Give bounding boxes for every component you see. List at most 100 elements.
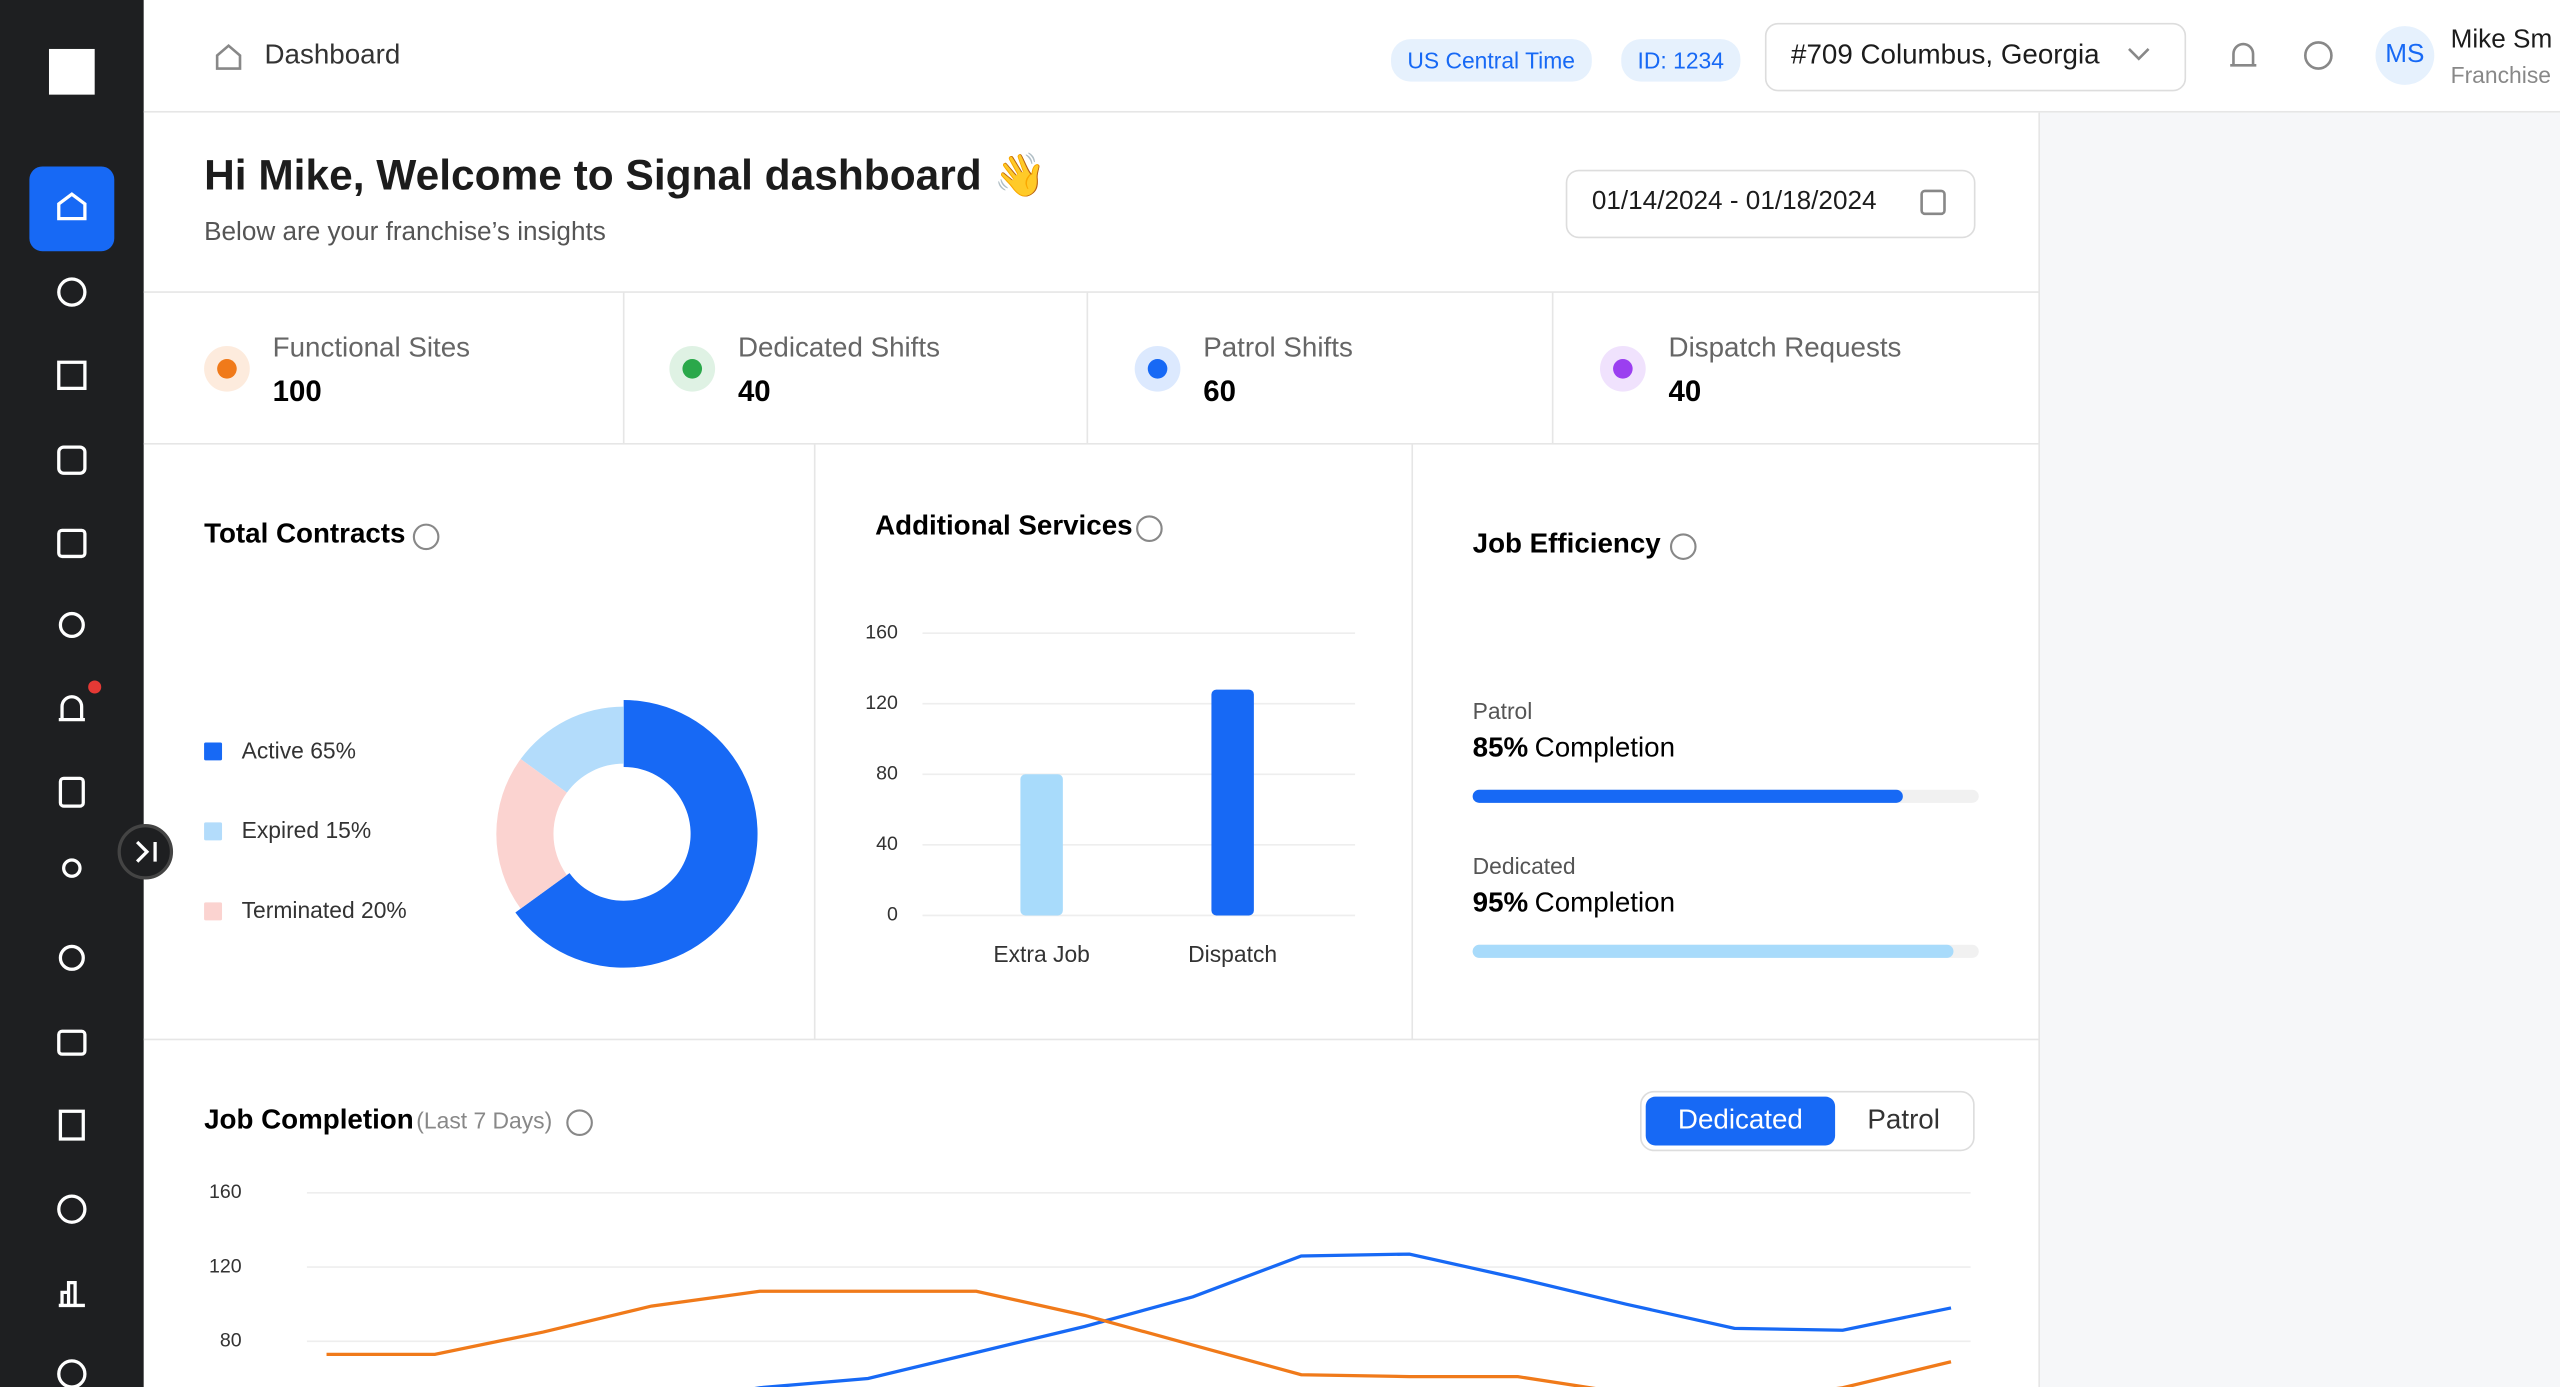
info-icon[interactable] — [1136, 515, 1163, 543]
calendar-icon — [1920, 189, 1946, 216]
stat-label: Functional Sites — [273, 332, 470, 363]
collapse-icon — [135, 840, 157, 863]
nav-active[interactable] — [29, 166, 115, 252]
info-icons — [412, 515, 1697, 1136]
bar — [1211, 689, 1254, 916]
nav-icon[interactable] — [58, 695, 85, 722]
progress-label: Dedicated — [1473, 853, 1576, 879]
timezone: US Central Time — [1391, 39, 1592, 82]
legend-label: Expired 15% — [242, 817, 372, 843]
user-role: Franchise — [2450, 62, 2551, 89]
info-icon[interactable] — [412, 523, 440, 551]
x-tick-label: Extra Job — [993, 941, 1090, 967]
nav-icon[interactable] — [57, 1029, 87, 1056]
y-tick-label: 40 — [876, 833, 898, 855]
divider — [143, 110, 2560, 113]
chevron — [2128, 48, 2150, 61]
y-tick-label: 0 — [887, 904, 898, 926]
progress-caption: Completion — [1535, 731, 1675, 762]
progress-label: Patrol — [1473, 698, 1533, 724]
progress-bar — [1472, 789, 1903, 803]
nav-icon[interactable] — [57, 360, 87, 391]
progress-bar — [1472, 944, 1954, 958]
y-tick-label: 80 — [876, 762, 898, 784]
chart-title: Additional Services — [875, 509, 1132, 540]
toggle-active[interactable] — [1645, 1096, 1836, 1146]
user-name: Mike Sm — [2450, 26, 2553, 54]
date-range: 01/14/2024 - 01/18/2024 — [1591, 187, 1877, 216]
progress-value: 85% — [1473, 731, 1529, 762]
stat-dot — [1613, 358, 1633, 379]
chat-icon[interactable] — [2303, 41, 2333, 70]
avatar[interactable]: MS — [2375, 26, 2435, 85]
alert-dot — [88, 680, 102, 694]
pie-slice — [515, 700, 758, 968]
legend-swatch — [204, 742, 223, 761]
nav-icon[interactable] — [62, 858, 82, 878]
y-tick-label: 160 — [209, 1181, 242, 1203]
line-series — [754, 1252, 1952, 1387]
line-series — [326, 1289, 1952, 1387]
bell-icon[interactable] — [2230, 42, 2257, 67]
home-icon — [57, 192, 87, 221]
pie-slice — [520, 706, 624, 793]
stat-dot — [217, 358, 237, 379]
bar — [1020, 774, 1063, 916]
id-badge: ID: 1234 — [1621, 39, 1741, 82]
home-icon — [215, 43, 242, 70]
stat-dot — [682, 358, 703, 379]
toggle-button[interactable]: Dedicated — [1678, 1103, 1803, 1134]
stat-label: Dedicated Shifts — [738, 332, 940, 363]
chart-title: Total Contracts — [204, 518, 405, 549]
location: #709 Columbus, Georgia — [1791, 39, 2100, 71]
stat-label: Dispatch Requests — [1669, 332, 1902, 363]
sidebar-icons — [29, 48, 174, 1387]
nav-icon[interactable] — [58, 1280, 85, 1308]
progress-caption: Completion — [1535, 886, 1675, 917]
nav-icon[interactable] — [58, 611, 85, 639]
legend-label: Active 65% — [242, 737, 356, 763]
welcome-title: Hi Mike, Welcome to Signal dashboard 👋 — [204, 150, 1047, 200]
info-icon[interactable] — [1669, 533, 1697, 560]
legend-label: Terminated 20% — [242, 897, 407, 923]
breadcrumb[interactable]: Dashboard — [264, 39, 401, 71]
stat-value: 40 — [1669, 375, 1702, 408]
nav-icon[interactable] — [58, 944, 85, 971]
pie-slice — [496, 759, 567, 909]
stat-dot — [1147, 358, 1168, 379]
date-picker[interactable] — [1565, 169, 1976, 239]
stat-value: 60 — [1203, 375, 1236, 408]
legend-swatch — [204, 822, 223, 841]
welcome-subtitle: Below are your franchise’s insights — [204, 218, 606, 247]
stat-label: Patrol Shifts — [1203, 332, 1353, 363]
legend-swatch — [204, 902, 223, 921]
location-select[interactable] — [1764, 22, 2187, 92]
logo — [48, 48, 95, 95]
nav-icon[interactable] — [57, 528, 87, 559]
y-tick-label: 120 — [209, 1255, 242, 1277]
nav-icon[interactable] — [57, 1359, 87, 1387]
nav-icon[interactable] — [57, 445, 87, 475]
y-tick-label: 120 — [865, 692, 898, 714]
nav-icon[interactable] — [57, 277, 87, 307]
info-icon[interactable] — [566, 1109, 593, 1136]
stat-value: 40 — [738, 375, 771, 408]
stat-value: 100 — [273, 375, 322, 408]
toggle-button[interactable]: Patrol — [1867, 1103, 1939, 1134]
grid-borders — [143, 112, 2040, 1387]
header-icons — [215, 41, 2333, 216]
nav-icon[interactable] — [58, 1109, 85, 1141]
nav-icon[interactable] — [58, 776, 85, 808]
chart-title: Job Completion — [204, 1103, 414, 1134]
progress-value: 95% — [1473, 886, 1529, 917]
nav-icon[interactable] — [57, 1194, 87, 1224]
chart-title: Job Efficiency — [1473, 527, 1662, 558]
chart-subtitle: (Last 7 Days) — [416, 1108, 552, 1134]
side-panel — [2039, 112, 2560, 1387]
y-tick-label: 80 — [220, 1330, 242, 1352]
x-tick-label: Dispatch — [1188, 941, 1277, 967]
y-tick-label: 160 — [865, 621, 898, 643]
